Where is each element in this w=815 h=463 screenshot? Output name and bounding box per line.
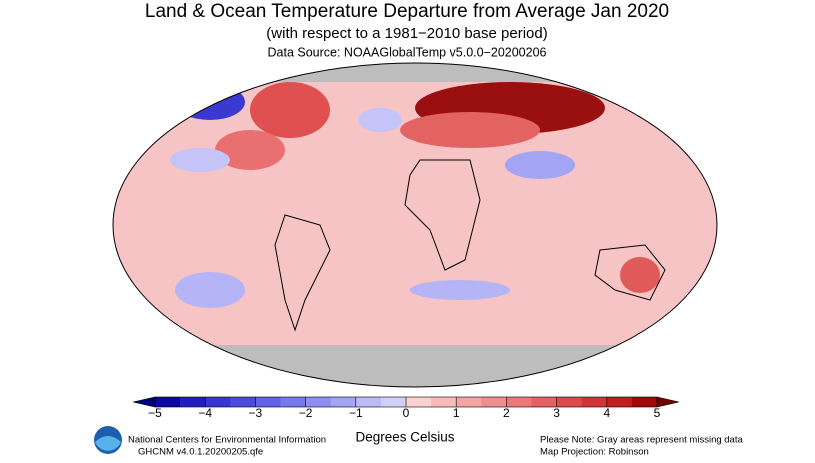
continent-outline (404, 159, 481, 271)
colorbar-segment (355, 397, 382, 407)
map (113, 63, 717, 387)
colorbar-tick-label: 0 (403, 406, 410, 420)
colorbar-segment (431, 397, 457, 407)
footer-note: Please Note: Gray areas represent missin… (540, 435, 743, 446)
colorbar-segment (205, 397, 231, 407)
cold-anomaly (175, 272, 245, 308)
warm-anomaly (400, 112, 540, 148)
colorbar-segment (481, 397, 507, 407)
warm-anomaly (620, 257, 660, 293)
cold-anomaly (358, 108, 402, 132)
colorbar-segment (380, 397, 407, 407)
cold-anomaly (175, 84, 245, 120)
colorbar-segment (631, 397, 658, 407)
cold-anomaly (505, 151, 575, 179)
colorbar-segment (155, 397, 181, 407)
colorbar-segment (280, 397, 306, 407)
subtitle: (with respect to a 1981−2010 base period… (266, 25, 547, 42)
colorbar-segment (456, 397, 482, 407)
colorbar-tick-label: 1 (453, 406, 460, 420)
source: Data Source: NOAAGlobalTemp v5.0.0−20200… (268, 45, 547, 59)
colorbar: −5 −4 −3 −2 −1 0 1 2 3 4 5 (132, 396, 680, 420)
footer-org: National Centers for Environmental Infor… (128, 435, 326, 446)
colorbar-tick-label: 3 (553, 406, 560, 420)
colorbar-tick-label: −1 (349, 406, 363, 420)
noaa-logo-wave (95, 436, 121, 451)
colorbar-segment (606, 397, 633, 407)
colorbar-tick-label: 5 (654, 406, 661, 420)
cold-anomaly (410, 280, 510, 300)
colorbar-tick-label: −5 (148, 406, 162, 420)
colorbar-tick-label: 2 (503, 406, 510, 420)
colorbar-tick-label: −4 (198, 406, 212, 420)
warm-anomaly (215, 130, 285, 170)
colorbar-segment (406, 397, 432, 407)
colorbar-segment (556, 397, 582, 407)
colorbar-tick-label: −2 (299, 406, 313, 420)
warm-anomaly (250, 82, 330, 138)
colorbar-label: Degrees Celsius (355, 430, 454, 445)
map-frame (112, 62, 718, 388)
cold-anomaly (170, 148, 230, 172)
colorbar-segment (305, 397, 331, 407)
title: Land & Ocean Temperature Departure from … (145, 1, 669, 22)
continent-outline (274, 214, 331, 332)
colorbar-tick-label: 4 (603, 406, 610, 420)
colorbar-segment (230, 397, 256, 407)
colorbar-segment (531, 397, 557, 407)
colorbar-segment (180, 397, 206, 407)
colorbar-segment (581, 397, 608, 407)
colorbar-tick-label: −3 (249, 406, 263, 420)
continent-outline (594, 244, 666, 301)
footer-version: GHCNM v4.0.1.20200205.qfe (138, 447, 263, 458)
colorbar-segment (330, 397, 357, 407)
footer-projection: Map Projection: Robinson (540, 447, 649, 458)
colorbar-segment (506, 397, 532, 407)
colorbar-segment (255, 397, 281, 407)
